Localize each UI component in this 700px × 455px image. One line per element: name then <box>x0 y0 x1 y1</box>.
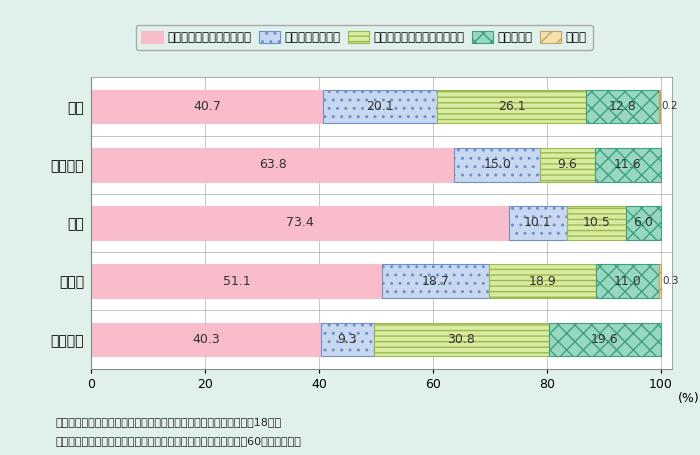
Text: 10.5: 10.5 <box>582 217 610 229</box>
Bar <box>374 323 549 356</box>
Bar <box>509 206 566 240</box>
Bar <box>438 90 586 123</box>
Bar <box>566 206 626 240</box>
Bar <box>549 323 661 356</box>
Text: （注）調査対象は、日本、アメリカ、韓国、ドイツ、フランスの60歳以上の男女: （注）調査対象は、日本、アメリカ、韓国、ドイツ、フランスの60歳以上の男女 <box>56 435 302 445</box>
Bar <box>323 90 438 123</box>
Bar <box>321 323 374 356</box>
Legend: 高齢者をもっと重視すべき, 現状のままでよい, 若い世代をもっと重視すべき, わからない, 無回答: 高齢者をもっと重視すべき, 現状のままでよい, 若い世代をもっと重視すべき, わ… <box>136 25 593 50</box>
Bar <box>489 264 596 298</box>
Text: 9.6: 9.6 <box>557 158 577 171</box>
Text: 15.0: 15.0 <box>483 158 511 171</box>
Bar <box>659 90 660 123</box>
Bar <box>91 90 323 123</box>
Bar <box>659 264 661 298</box>
Text: 73.4: 73.4 <box>286 217 314 229</box>
Text: 11.6: 11.6 <box>614 158 641 171</box>
Text: 資料：内閣府「高齢者の生活と意識に関する国際比較調査」（平成18年）: 資料：内閣府「高齢者の生活と意識に関する国際比較調査」（平成18年） <box>56 417 282 427</box>
Text: 10.1: 10.1 <box>524 217 552 229</box>
Text: 0.2: 0.2 <box>662 101 678 111</box>
Bar <box>91 148 454 182</box>
Bar <box>586 90 659 123</box>
Text: 20.1: 20.1 <box>366 100 394 113</box>
Bar <box>626 206 661 240</box>
Bar <box>91 264 382 298</box>
Text: 30.8: 30.8 <box>447 333 475 346</box>
Text: 11.0: 11.0 <box>614 275 641 288</box>
Text: 0.3: 0.3 <box>662 276 679 286</box>
Text: 40.7: 40.7 <box>193 100 221 113</box>
Text: 40.3: 40.3 <box>192 333 220 346</box>
Text: 63.8: 63.8 <box>259 158 286 171</box>
Text: 18.7: 18.7 <box>421 275 449 288</box>
Bar <box>91 206 509 240</box>
Text: 18.9: 18.9 <box>528 275 556 288</box>
Bar <box>382 264 489 298</box>
Bar <box>596 264 659 298</box>
Bar <box>454 148 540 182</box>
Text: 12.8: 12.8 <box>608 100 636 113</box>
Bar <box>540 148 594 182</box>
Bar <box>91 323 321 356</box>
Bar <box>594 148 661 182</box>
Text: (%): (%) <box>678 392 699 405</box>
Text: 26.1: 26.1 <box>498 100 526 113</box>
Text: 6.0: 6.0 <box>634 217 654 229</box>
Text: 51.1: 51.1 <box>223 275 251 288</box>
Text: 19.6: 19.6 <box>591 333 619 346</box>
Text: 9.3: 9.3 <box>337 333 357 346</box>
